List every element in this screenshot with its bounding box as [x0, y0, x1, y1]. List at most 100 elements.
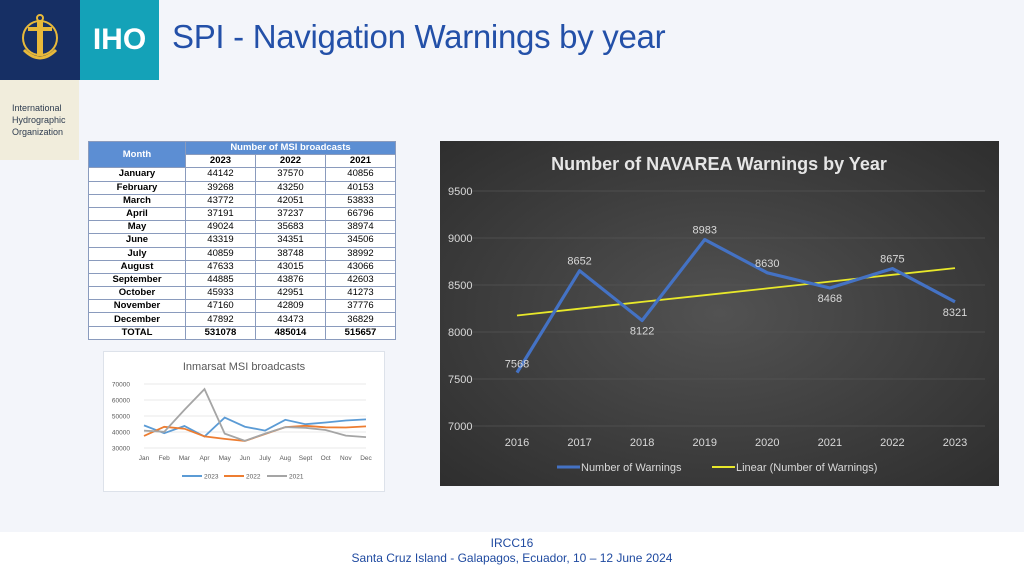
- month-cell: March: [88, 193, 186, 208]
- y-tick-label: 9000: [448, 233, 472, 245]
- value-cell: 43250: [255, 180, 326, 195]
- value-cell: 40859: [185, 246, 256, 261]
- inmarsat-line-chart: Inmarsat MSI broadcasts 30000 40000 50000 60…: [112, 361, 373, 481]
- value-cell: 43876: [255, 272, 326, 288]
- chart-title: Number of NAVAREA Warnings by Year: [551, 154, 887, 174]
- value-cell: 66796: [325, 206, 396, 222]
- x-tick-label: Nov: [340, 455, 352, 462]
- value-cell: 38992: [325, 246, 396, 261]
- table-row: October 45933 42951 41273: [88, 286, 396, 301]
- footer-bar: [0, 532, 1024, 576]
- y-tick-label: 70000: [112, 382, 130, 389]
- value-cell: 42603: [325, 272, 396, 288]
- table-row: March 43772 42051 53833: [88, 193, 396, 208]
- table-row: December 47892 43473 36829: [88, 312, 396, 327]
- x-tick-label: Jun: [240, 455, 251, 462]
- value-cell: 42951: [255, 286, 326, 301]
- value-cell: 43319: [185, 233, 256, 248]
- value-cell: 42809: [255, 299, 326, 314]
- data-label: 8675: [880, 254, 904, 266]
- value-cell: 47633: [185, 259, 256, 274]
- series-line-2023: [143, 416, 367, 438]
- organization-name: International Hydrographic Organization: [12, 102, 66, 138]
- month-cell: November: [88, 299, 186, 314]
- iho-label: IHO: [92, 23, 147, 56]
- data-label: 8652: [567, 256, 591, 268]
- value-cell: 43473: [255, 312, 326, 327]
- value-cell: 34506: [325, 233, 396, 248]
- month-cell: April: [88, 206, 186, 222]
- value-cell: 35683: [255, 220, 326, 235]
- table-row: November 47160 42809 37776: [88, 299, 396, 314]
- value-cell: 43772: [185, 193, 256, 208]
- x-tick-label: Aug: [279, 455, 291, 462]
- y-tick-label: 8500: [448, 280, 472, 292]
- data-label: 8983: [692, 225, 716, 237]
- footer-location: Santa Cruz Island - Galapagos, Ecuador, …: [351, 551, 673, 565]
- legend-label-trendline: Linear (Number of Warnings): [736, 462, 877, 474]
- trendline: [516, 267, 956, 317]
- month-cell: July: [88, 246, 186, 261]
- month-cell: January: [88, 167, 186, 182]
- msi-table-body: Month Number of MSI broadcasts 2023 2022…: [88, 140, 396, 340]
- inmarsat-chart-panel: Inmarsat MSI broadcasts 30000 40000 50000 60…: [103, 351, 385, 492]
- x-tick-label: 2022: [880, 437, 904, 449]
- anchor-emblem-icon: [22, 14, 58, 60]
- data-label: 8321: [943, 307, 967, 319]
- legend-label-2021: 2021: [289, 474, 304, 481]
- legend-label-2022: 2022: [246, 474, 261, 481]
- value-cell: 43066: [325, 259, 396, 274]
- table-row: May 49024 35683 38974: [88, 220, 396, 235]
- slide-title: SPI - Navigation Warnings by year: [172, 18, 666, 55]
- table-row: July 40859 38748 38992: [88, 246, 396, 261]
- broadcast-group-header: Number of MSI broadcasts: [185, 140, 396, 156]
- x-tick-label: Sept: [299, 455, 313, 462]
- table-row: April 37191 37237 66796: [88, 206, 396, 222]
- x-tick-label: 2021: [818, 437, 842, 449]
- value-cell: 37191: [185, 206, 256, 222]
- value-cell: 41273: [325, 286, 396, 301]
- value-cell: 531078: [185, 325, 256, 340]
- x-tick-label: 2018: [630, 437, 654, 449]
- org-line-2: Hydrographic: [12, 115, 66, 125]
- x-tick-label: 2017: [567, 437, 591, 449]
- org-line-1: International: [12, 103, 62, 113]
- x-tick-label: 2019: [692, 437, 716, 449]
- organization-panel: International Hydrographic Organization: [0, 80, 79, 160]
- y-tick-label: 30000: [112, 446, 130, 453]
- y-tick-label: 8000: [448, 327, 472, 339]
- month-cell: February: [88, 180, 186, 195]
- table-row: February 39268 43250 40153: [88, 180, 396, 195]
- y-tick-label: 50000: [112, 414, 130, 421]
- value-cell: 43015: [255, 259, 326, 274]
- navarea-line-chart: Number of NAVAREA Warnings by Year 7000 75…: [448, 154, 985, 474]
- value-cell: 45933: [185, 286, 256, 301]
- y-tick-label: 7500: [448, 374, 472, 386]
- data-label: 7568: [505, 359, 529, 371]
- data-label: 8122: [630, 326, 654, 338]
- x-tick-label: Oct: [321, 455, 331, 462]
- value-cell: 37776: [325, 299, 396, 314]
- x-tick-label: 2016: [505, 437, 529, 449]
- x-tick-label: July: [259, 455, 271, 462]
- month-cell: September: [88, 272, 186, 288]
- x-tick-label: Dec: [360, 455, 372, 462]
- month-cell: May: [88, 220, 186, 235]
- month-cell: TOTAL: [88, 325, 186, 340]
- value-cell: 39268: [185, 180, 256, 195]
- x-tick-label: 2023: [943, 437, 967, 449]
- x-tick-label: May: [219, 455, 232, 462]
- month-cell: June: [88, 233, 186, 248]
- y-tick-label: 40000: [112, 430, 130, 437]
- y-tick-label: 60000: [112, 398, 130, 405]
- month-cell: December: [88, 312, 186, 327]
- x-tick-label: Apr: [199, 455, 210, 462]
- value-cell: 42051: [255, 193, 326, 208]
- msi-broadcast-table: Month Number of MSI broadcasts 2023 2022…: [88, 140, 396, 340]
- value-cell: 53833: [325, 193, 396, 208]
- legend-label-2023: 2023: [204, 474, 219, 481]
- value-cell: 40856: [325, 167, 396, 182]
- table-row: September 44885 43876 42603: [88, 272, 396, 288]
- value-cell: 37237: [255, 206, 326, 222]
- value-cell: 47892: [185, 312, 256, 327]
